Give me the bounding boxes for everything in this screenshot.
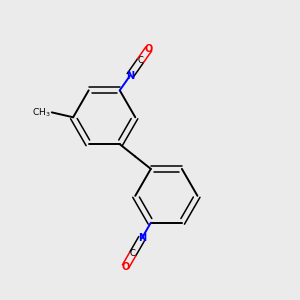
Text: N: N xyxy=(138,233,146,243)
Text: C: C xyxy=(137,56,143,65)
Text: N: N xyxy=(126,70,134,81)
Text: C: C xyxy=(130,249,136,258)
Text: O: O xyxy=(121,262,130,272)
Text: CH$_3$: CH$_3$ xyxy=(32,106,51,118)
Text: O: O xyxy=(145,44,153,54)
